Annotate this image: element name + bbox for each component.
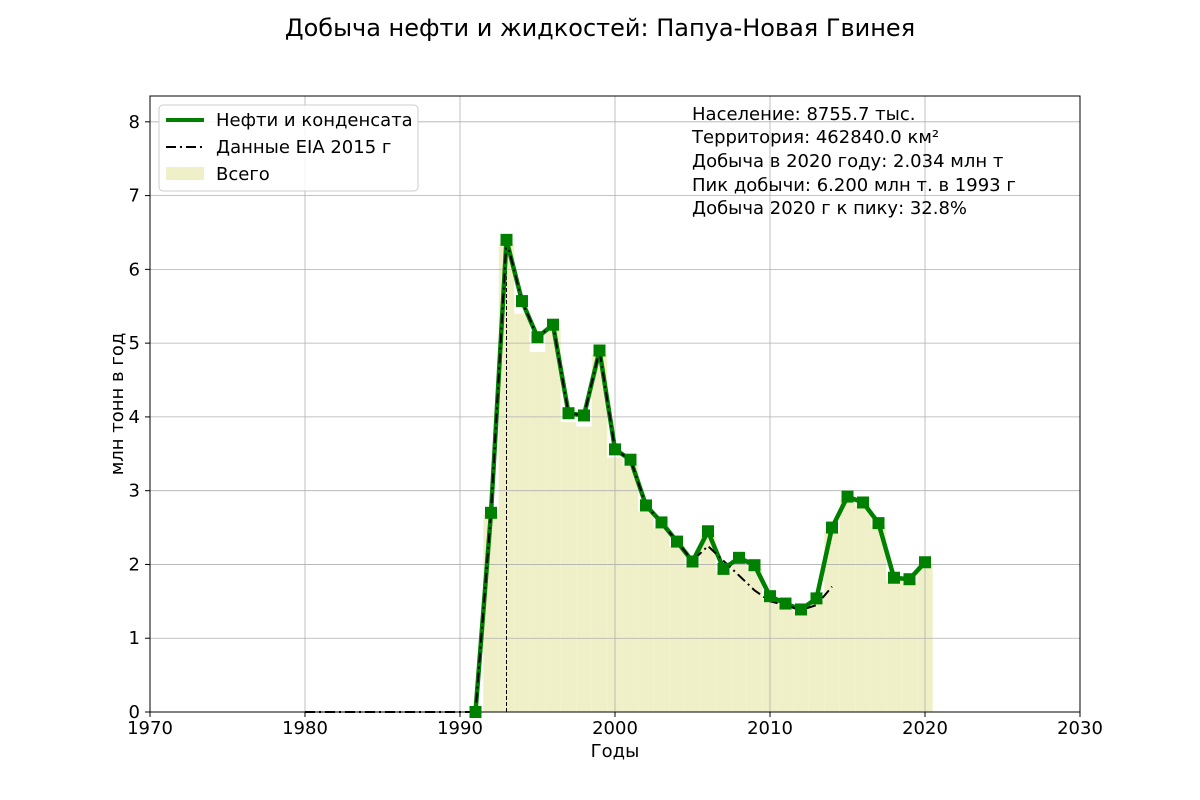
oil-point-2004 (671, 535, 683, 548)
legend: Нефти и конденсата Данные EIA 2015 г Все… (158, 104, 419, 192)
y-tick-label-5: 5 (129, 333, 140, 354)
legend-eia-label: Данные EIA 2015 г (216, 137, 391, 158)
total-bar-2013 (808, 601, 825, 712)
oil-point-1998 (578, 409, 590, 422)
total-bar-2006 (700, 534, 716, 712)
oil-point-2005 (686, 555, 699, 568)
total-bar-1996 (545, 328, 561, 712)
oil-point-1996 (547, 318, 559, 331)
oil-point-2018 (888, 571, 900, 584)
y-axis-label: млн тонн в год (107, 333, 128, 476)
oil-point-2011 (779, 597, 792, 610)
legend-total-label: Всего (216, 164, 270, 185)
y-tick-label-2: 2 (129, 554, 140, 575)
info-population: Население: 8755.7 тыс. (692, 104, 915, 125)
total-bar-1997 (560, 422, 577, 712)
oil-point-1992 (485, 506, 497, 519)
total-bar-2004 (669, 546, 685, 712)
oil-point-2003 (655, 516, 668, 529)
oil-point-2016 (857, 496, 869, 509)
oil-point-2020 (919, 556, 931, 569)
x-axis-label: Годы (591, 741, 640, 762)
total-bar-2014 (824, 531, 840, 712)
y-tick-label-0: 0 (129, 702, 140, 723)
oil-point-2017 (872, 517, 885, 530)
oil-point-2009 (748, 559, 761, 572)
total-bar-2016 (855, 505, 871, 712)
total-bar-2009 (746, 568, 763, 712)
x-tick-label-1990: 1990 (437, 718, 483, 739)
oil-point-2001 (624, 453, 637, 466)
total-bar-2011 (777, 605, 794, 712)
total-area-layer (483, 243, 933, 712)
x-tick-label-1970: 1970 (127, 718, 173, 739)
info-ratio: Добыча 2020 г к пику: 32.8% (692, 198, 967, 219)
oil-point-1995 (531, 331, 544, 344)
total-bar-1999 (591, 354, 608, 712)
total-bar-2007 (715, 571, 732, 712)
oil-point-2012 (795, 603, 807, 616)
oil-point-1994 (516, 295, 528, 308)
info-peak: Пик добычи: 6.200 млн т. в 1993 г (692, 175, 1016, 196)
legend-total-swatch (166, 167, 204, 180)
oil-point-2014 (826, 521, 838, 534)
axis-layer: 1970 1980 1990 2000 2010 2020 2030 0 1 2 3 4 5 6 7 8 (127, 112, 1103, 739)
oil-point-2019 (903, 573, 916, 586)
x-tick-label-2010: 2010 (747, 718, 793, 739)
info-territory: Территория: 462840.0 км² (691, 127, 939, 148)
legend-oil-label: Нефти и конденсата (216, 110, 413, 131)
total-bar-2018 (886, 580, 902, 712)
y-tick-label-6: 6 (129, 259, 140, 280)
oil-markers (469, 233, 931, 718)
total-bar-2015 (839, 499, 856, 712)
oil-point-1999 (593, 344, 606, 357)
total-bar-1998 (576, 426, 592, 712)
total-bar-2001 (622, 464, 639, 712)
total-bar-2012 (793, 611, 809, 712)
total-bar-1995 (529, 351, 546, 712)
y-tick-label-8: 8 (129, 112, 140, 133)
total-bar-1994 (514, 313, 530, 712)
oil-point-2010 (764, 590, 776, 603)
x-tick-label-1980: 1980 (282, 718, 328, 739)
oil-point-1997 (562, 407, 575, 420)
oil-point-2007 (717, 562, 730, 575)
oil-point-2008 (733, 551, 745, 564)
y-tick-label-7: 7 (129, 186, 140, 207)
oil-point-2013 (810, 592, 823, 605)
total-bar-2002 (638, 511, 654, 712)
total-bar-2003 (653, 527, 670, 712)
y-tick-label-3: 3 (129, 481, 140, 502)
total-bar-1992 (483, 514, 499, 712)
oil-point-1993 (500, 233, 513, 246)
oil-point-1991 (469, 706, 482, 718)
legend-box (158, 104, 419, 192)
total-bar-2017 (870, 526, 887, 712)
oil-point-2000 (609, 443, 621, 456)
oil-point-2006 (702, 525, 714, 538)
total-bar-2005 (684, 565, 701, 712)
total-bar-2019 (901, 582, 918, 712)
x-tick-label-2020: 2020 (902, 718, 948, 739)
x-tick-label-2030: 2030 (1057, 718, 1103, 739)
y-tick-label-4: 4 (129, 407, 140, 428)
oil-point-2015 (841, 490, 854, 503)
info-production-2020: Добыча в 2020 году: 2.034 млн т (692, 151, 1003, 172)
x-tick-label-2000: 2000 (592, 718, 638, 739)
chart-title: Добыча нефти и жидкостей: Папуа-Новая Гв… (285, 14, 915, 42)
total-bar-2008 (731, 560, 747, 712)
info-box: Население: 8755.7 тыс. Территория: 46284… (691, 104, 1016, 219)
y-tick-label-1: 1 (129, 628, 140, 649)
oil-point-2002 (640, 499, 652, 512)
